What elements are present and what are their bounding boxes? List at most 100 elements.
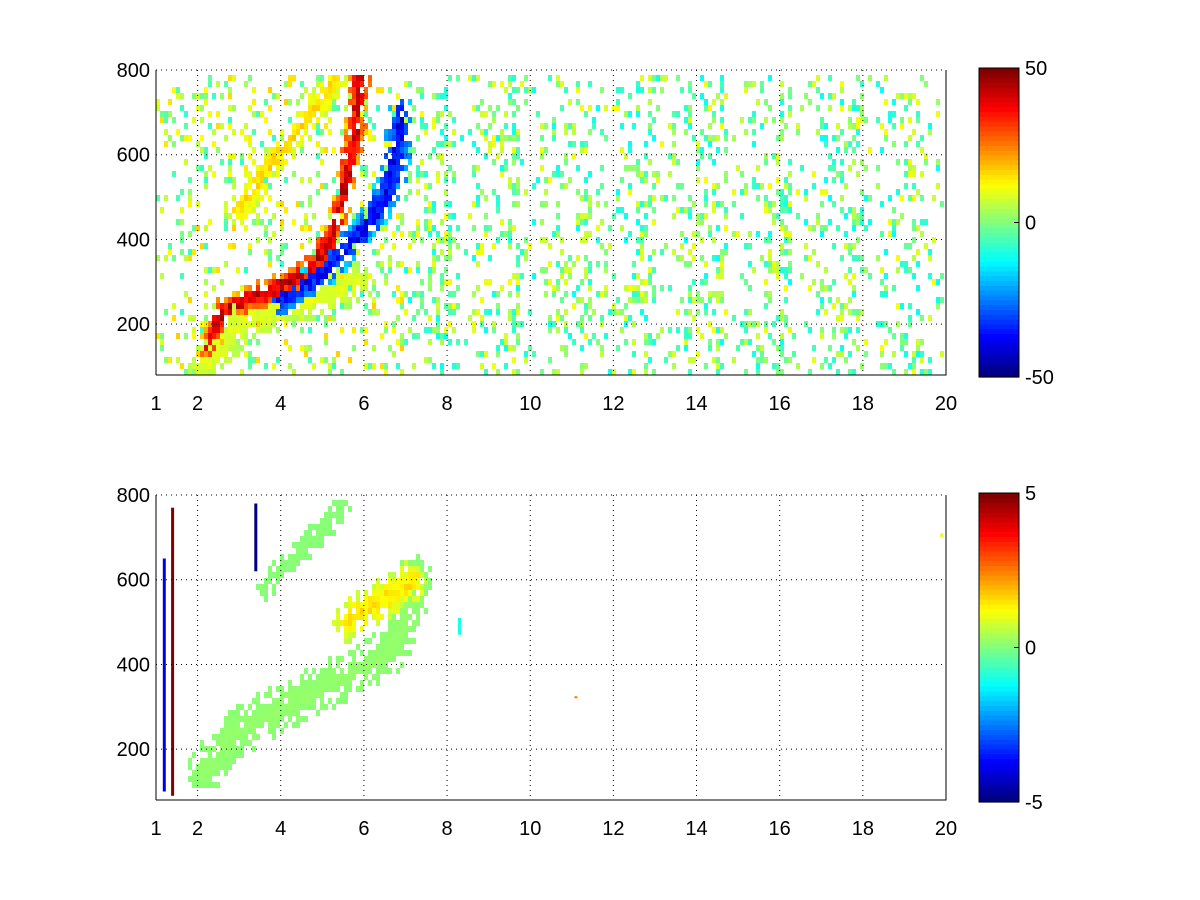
heatmap-cell <box>940 201 944 207</box>
heatmap-cell <box>588 315 592 321</box>
x-tick-label: 12 <box>602 393 624 415</box>
heatmap-cell <box>304 255 308 261</box>
heatmap-cell <box>248 722 252 728</box>
heatmap-cell <box>204 764 208 770</box>
heatmap-cell <box>308 135 312 141</box>
heatmap-cell <box>312 255 316 261</box>
heatmap-cell <box>304 213 308 219</box>
heatmap-cell <box>252 147 256 153</box>
heatmap-cell <box>192 249 196 255</box>
heatmap-cell <box>484 351 488 357</box>
heatmap-cell <box>412 291 416 297</box>
heatmap-cell <box>276 572 280 578</box>
heatmap-cell <box>280 279 284 285</box>
heatmap-cell <box>620 225 624 231</box>
heatmap-cell <box>584 309 588 315</box>
colorbar-segment <box>979 323 1019 330</box>
heatmap-cell <box>920 315 924 321</box>
heatmap-cell <box>588 231 592 237</box>
heatmap-cell <box>332 99 336 105</box>
heatmap-cell <box>720 201 724 207</box>
heatmap-cell <box>788 237 792 243</box>
heatmap-cell <box>564 123 568 129</box>
heatmap-cell <box>336 273 340 279</box>
heatmap-cell <box>308 117 312 123</box>
heatmap-cell <box>660 327 664 333</box>
heatmap-cell <box>760 81 764 87</box>
heatmap-cell <box>176 87 180 93</box>
heatmap-cell <box>788 207 792 213</box>
heatmap-cell <box>200 363 204 369</box>
heatmap-cell <box>212 315 216 321</box>
heatmap-cell <box>308 554 312 560</box>
heatmap-cell <box>376 87 380 93</box>
heatmap-cell <box>356 267 360 273</box>
heatmap-cell <box>492 363 496 369</box>
heatmap-cell <box>556 225 560 231</box>
colorbar-segment <box>979 367 1019 373</box>
heatmap-cell <box>252 728 256 734</box>
heatmap-cell <box>452 213 456 219</box>
heatmap-cell <box>816 261 820 267</box>
heatmap-cell <box>372 363 376 369</box>
heatmap-cell <box>684 207 688 213</box>
heatmap-cell <box>700 297 704 303</box>
heatmap-cell <box>364 339 368 345</box>
heatmap-cell <box>208 363 212 369</box>
heatmap-cell <box>808 285 812 291</box>
heatmap-cell <box>400 644 404 650</box>
heatmap-cell <box>668 171 672 177</box>
heatmap-cell <box>296 291 300 297</box>
heatmap-cell <box>488 81 492 87</box>
heatmap-cell <box>892 111 896 117</box>
heatmap-cell <box>560 273 564 279</box>
heatmap-cell <box>392 171 396 177</box>
heatmap-cell <box>512 321 516 327</box>
heatmap-cell <box>620 207 624 213</box>
heatmap-cell <box>348 620 352 626</box>
heatmap-cell <box>904 369 908 375</box>
heatmap-cell <box>280 159 284 165</box>
heatmap-cell <box>360 165 364 171</box>
heatmap-cell <box>808 327 812 333</box>
heatmap-cell <box>876 255 880 261</box>
heatmap-cell <box>880 87 884 93</box>
heatmap-cell <box>356 662 360 668</box>
heatmap-cell <box>320 261 324 267</box>
x-tick-label: 1 <box>150 818 161 840</box>
heatmap-cell <box>384 189 388 195</box>
heatmap-cell <box>256 716 260 722</box>
heatmap-cell <box>216 740 220 746</box>
heatmap-cell <box>900 195 904 201</box>
heatmap-cell <box>788 261 792 267</box>
heatmap-cell <box>228 177 232 183</box>
heatmap-cell <box>752 177 756 183</box>
heatmap-cell <box>448 231 452 237</box>
heatmap-cell <box>856 123 860 129</box>
heatmap-cell <box>776 315 780 321</box>
heatmap-cell <box>812 225 816 231</box>
heatmap-cell <box>712 189 716 195</box>
heatmap-cell <box>840 129 844 135</box>
heatmap-cell <box>216 758 220 764</box>
heatmap-cell <box>344 614 348 620</box>
heatmap-cell <box>248 135 252 141</box>
heatmap-cell <box>444 267 448 273</box>
heatmap-cell <box>292 692 296 698</box>
y-tick-label: 200 <box>117 739 150 761</box>
heatmap-cell <box>384 638 388 644</box>
heatmap-cell <box>916 339 920 345</box>
heatmap-cell <box>392 327 396 333</box>
heatmap-cell <box>852 99 856 105</box>
heatmap-cell <box>828 345 832 351</box>
heatmap-cell <box>376 644 380 650</box>
heatmap-cell <box>316 273 320 279</box>
heatmap-cell <box>844 243 848 249</box>
heatmap-cell <box>276 279 280 285</box>
heatmap-cell <box>264 710 268 716</box>
heatmap-cell <box>376 105 380 111</box>
heatmap-cell <box>328 506 332 512</box>
